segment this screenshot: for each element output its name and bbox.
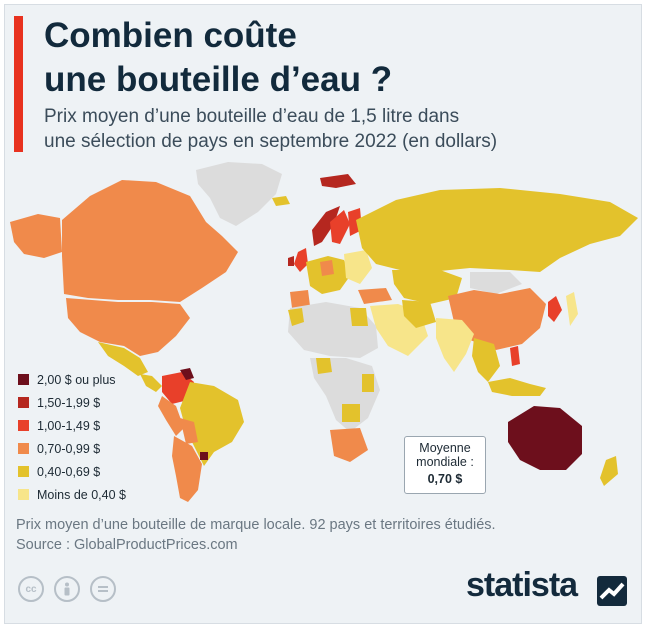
country-japan bbox=[566, 292, 578, 326]
legend-item: 0,70-0,99 $ bbox=[18, 439, 126, 458]
legend-swatch bbox=[18, 489, 29, 500]
legend: 2,00 $ ou plus 1,50-1,99 $ 1,00-1,49 $ 0… bbox=[18, 370, 126, 508]
country-argentina-chile bbox=[172, 436, 202, 502]
source-note: Source : GlobalProductPrices.com bbox=[16, 537, 238, 553]
country-se-asia bbox=[472, 338, 500, 382]
country-svalbard bbox=[320, 174, 356, 188]
nd-icon[interactable] bbox=[90, 576, 116, 602]
country-germany bbox=[320, 260, 334, 276]
legend-label: 2,00 $ ou plus bbox=[37, 372, 116, 387]
average-label-line-2: mondiale : bbox=[416, 455, 474, 469]
cc-icon[interactable]: cc bbox=[18, 576, 44, 602]
country-uk bbox=[294, 248, 308, 272]
country-sweden bbox=[330, 210, 350, 244]
legend-item: 1,00-1,49 $ bbox=[18, 416, 126, 435]
legend-swatch bbox=[18, 397, 29, 408]
country-kazakhstan bbox=[392, 270, 462, 304]
country-brazil bbox=[180, 382, 244, 466]
subtitle: Prix moyen d’une bouteille d’eau de 1,5 … bbox=[44, 104, 604, 154]
country-philippines bbox=[510, 346, 520, 366]
country-eastern-europe bbox=[344, 250, 372, 284]
country-south-africa bbox=[330, 428, 368, 462]
country-new-zealand bbox=[600, 456, 618, 486]
legend-swatch bbox=[18, 420, 29, 431]
country-iran bbox=[402, 300, 436, 328]
subtitle-line-1: Prix moyen d’une bouteille d’eau de 1,5 … bbox=[44, 106, 460, 127]
legend-item: 2,00 $ ou plus bbox=[18, 370, 126, 389]
page-title: Combien coûte une bouteille d’eau ? bbox=[44, 14, 604, 102]
country-spain bbox=[290, 290, 310, 308]
legend-swatch bbox=[18, 443, 29, 454]
country-turkey bbox=[358, 288, 392, 304]
statista-logo-text[interactable]: statista bbox=[466, 566, 578, 604]
country-central-america bbox=[140, 374, 162, 392]
statista-logo-icon bbox=[597, 576, 627, 606]
country-russia bbox=[356, 188, 638, 272]
license-icons: cc bbox=[18, 576, 126, 602]
legend-swatch bbox=[18, 374, 29, 385]
legend-label: 0,70-0,99 $ bbox=[37, 441, 101, 456]
country-korea-japan bbox=[548, 296, 562, 322]
country-zambia bbox=[342, 404, 360, 422]
legend-label: 1,00-1,49 $ bbox=[37, 418, 101, 433]
country-nigeria bbox=[316, 358, 332, 374]
country-venezuela bbox=[180, 368, 194, 380]
legend-label: 0,40-0,69 $ bbox=[37, 464, 101, 479]
legend-item: Moins de 0,40 $ bbox=[18, 485, 126, 504]
average-value: 0,70 $ bbox=[427, 472, 463, 486]
legend-label: 1,50-1,99 $ bbox=[37, 395, 101, 410]
country-alaska bbox=[10, 214, 62, 258]
subtitle-line-2: une sélection de pays en septembre 2022 … bbox=[44, 131, 498, 152]
legend-label: Moins de 0,40 $ bbox=[37, 487, 126, 502]
country-peru bbox=[158, 396, 184, 436]
world-average-box: Moyenne mondiale : 0,70 $ bbox=[404, 436, 486, 494]
world-map bbox=[10, 162, 638, 502]
accent-bar bbox=[14, 16, 23, 152]
legend-item: 1,50-1,99 $ bbox=[18, 393, 126, 412]
legend-swatch bbox=[18, 466, 29, 477]
country-india bbox=[436, 318, 474, 372]
country-bolivia bbox=[180, 418, 198, 444]
country-ireland bbox=[288, 256, 294, 266]
country-norway bbox=[312, 206, 340, 246]
title-line-2: une bouteille d’eau ? bbox=[44, 60, 393, 99]
country-uruguay bbox=[200, 452, 208, 460]
country-egypt bbox=[350, 308, 368, 326]
country-usa bbox=[66, 298, 190, 356]
country-mongolia bbox=[470, 272, 522, 294]
by-icon[interactable] bbox=[54, 576, 80, 602]
country-indonesia bbox=[488, 378, 546, 396]
title-line-1: Combien coûte bbox=[44, 16, 297, 55]
average-label-line-1: Moyenne bbox=[419, 441, 471, 455]
country-mexico bbox=[98, 342, 148, 376]
legend-item: 0,40-0,69 $ bbox=[18, 462, 126, 481]
country-morocco bbox=[288, 308, 304, 326]
footnote: Prix moyen d’une bouteille de marque loc… bbox=[16, 515, 626, 555]
methodology-note: Prix moyen d’une bouteille de marque loc… bbox=[16, 517, 496, 533]
country-greenland bbox=[196, 162, 282, 226]
country-kenya bbox=[362, 374, 374, 392]
country-canada bbox=[62, 180, 238, 302]
country-iceland bbox=[272, 196, 290, 206]
country-australia bbox=[508, 406, 582, 470]
